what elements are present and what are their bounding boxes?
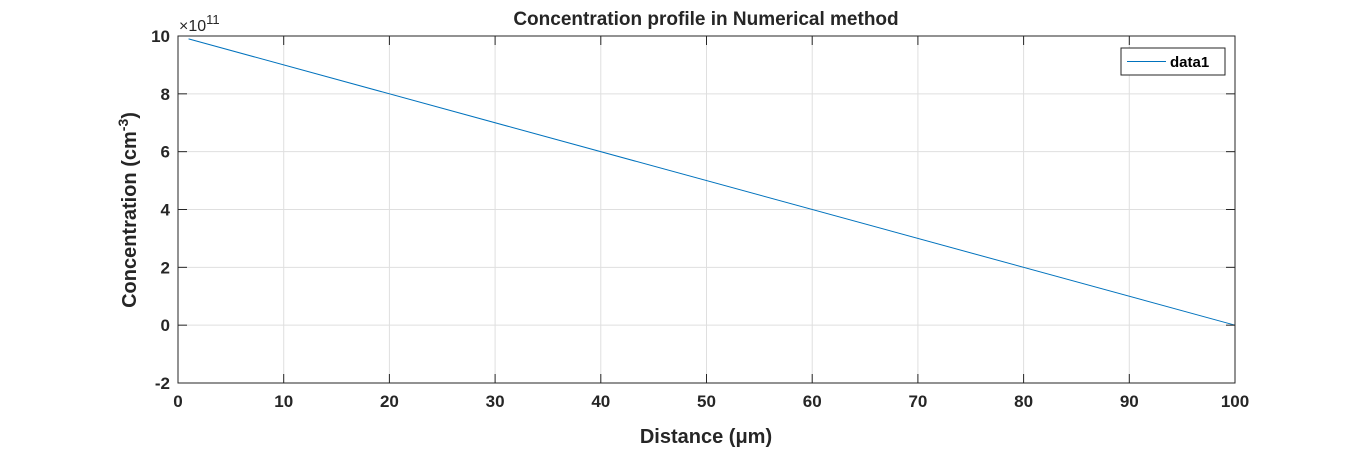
y-tick-label: 2 <box>161 258 170 277</box>
y-tick-label: 10 <box>151 27 170 46</box>
x-tick-label: 60 <box>803 392 822 411</box>
x-tick-label: 80 <box>1014 392 1033 411</box>
x-tick-label: 30 <box>486 392 505 411</box>
y-axis-label-main: Concentration (cm <box>119 131 141 308</box>
x-tick-label: 90 <box>1120 392 1139 411</box>
y-axis-label-end: ) <box>119 112 141 119</box>
y-tick-label: 8 <box>161 85 170 104</box>
series-line-data1 <box>188 38 1236 326</box>
x-tick-label: 20 <box>380 392 399 411</box>
y-axis-label: Concentration (cm-3) <box>115 112 141 308</box>
x-tick-label: 10 <box>274 392 293 411</box>
x-tick-label: 40 <box>591 392 610 411</box>
x-tick-label: 70 <box>908 392 927 411</box>
x-tick-label: 100 <box>1221 392 1249 411</box>
x-tick-label: 0 <box>173 392 182 411</box>
legend: data1 <box>1120 47 1226 76</box>
legend-label-data1: data1 <box>1170 54 1209 71</box>
grid-layer <box>178 36 1235 383</box>
chart-title: Concentration profile in Numerical metho… <box>513 9 898 30</box>
y-tick-label: 4 <box>161 201 171 220</box>
y-tick-label: -2 <box>155 374 170 393</box>
y-exponent-label: ×1011 <box>179 12 220 35</box>
y-tick-label: 6 <box>161 143 170 162</box>
y-tick-label: 0 <box>161 316 170 335</box>
series-layer <box>188 38 1236 326</box>
x-axis-label: Distance (μm) <box>640 426 772 448</box>
y-exponent-prefix: ×10 <box>179 18 206 35</box>
x-tick-label: 50 <box>697 392 716 411</box>
y-exponent-power: 11 <box>206 12 220 27</box>
y-axis-label-sup: -3 <box>115 119 131 132</box>
